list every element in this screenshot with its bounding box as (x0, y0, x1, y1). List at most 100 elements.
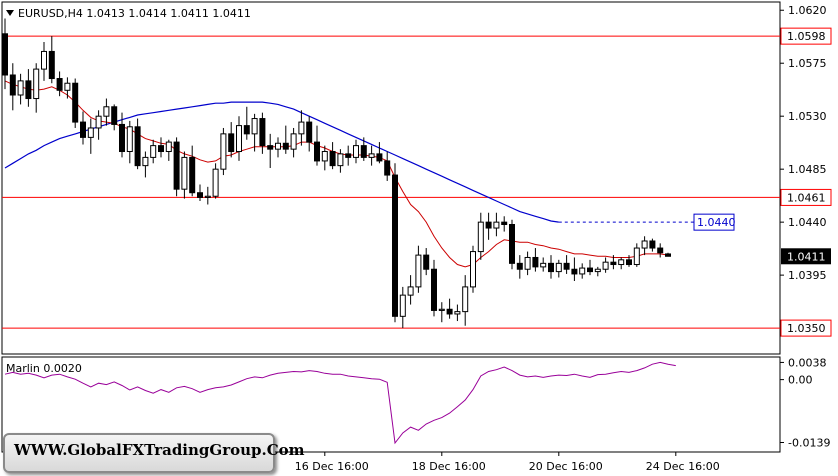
candle-bear (282, 142, 289, 150)
level-label-box (780, 319, 832, 337)
candle-bull (290, 133, 297, 150)
candle-bull (633, 247, 640, 266)
candle-bull (540, 262, 547, 268)
candle-bear (119, 123, 125, 153)
candle-bear (360, 145, 367, 158)
candle-bull (64, 82, 71, 91)
candle-bull (368, 153, 375, 158)
candle-bull (150, 145, 157, 158)
candle-bull (87, 127, 94, 138)
candle-bear (80, 121, 86, 138)
candle-bull (524, 256, 531, 270)
candle-bear (587, 267, 593, 273)
candle-bear (25, 80, 32, 100)
candle-bear (485, 221, 492, 229)
price-tick-label: 1.0485 (788, 163, 827, 176)
candle-bull (321, 151, 328, 162)
candle-bear (392, 174, 398, 317)
candle-bear (228, 133, 235, 153)
candle-bull (251, 118, 258, 135)
price-tick-label: 1.0620 (788, 4, 827, 17)
candle-bear (9, 74, 16, 96)
candle-bear (431, 268, 437, 311)
candle-bear (345, 153, 352, 158)
candle-bear (665, 253, 671, 257)
candle-bull (220, 133, 227, 170)
price-tick-label: 1.0395 (788, 269, 827, 282)
candle-bull (181, 156, 188, 190)
candles-group (2, 18, 671, 329)
candle-bear (314, 141, 320, 162)
candle-bear (72, 82, 79, 123)
candle-bear (56, 78, 63, 91)
candle-bull (462, 286, 469, 313)
candle-bull (126, 126, 133, 153)
candle-bear (376, 153, 383, 162)
candle-bull (602, 261, 609, 270)
candle-bull (142, 156, 149, 167)
watermark-logo (3, 433, 275, 473)
candle-bear (197, 192, 203, 198)
candle-bear (48, 50, 55, 80)
candle-bull (618, 259, 625, 266)
candle-bull (337, 153, 344, 167)
price-panel-frame (1, 1, 781, 355)
candle-bull (41, 50, 47, 70)
current-price-box (781, 248, 831, 265)
candle-bear (509, 224, 515, 264)
candle-bear (563, 262, 570, 270)
candle-bull (594, 268, 601, 273)
candle-bear (423, 254, 430, 270)
candle-bear (571, 268, 578, 275)
candle-bear (189, 156, 196, 194)
candle-bull (298, 121, 305, 135)
chart-menu-triangle-icon (6, 10, 14, 16)
candle-bear (2, 33, 8, 76)
candle-bear (446, 308, 453, 315)
time-tick-label: 20 Dec 16:00 (529, 460, 603, 473)
candle-bull (438, 308, 445, 311)
level-label: 1.0461 (787, 191, 826, 204)
level-label-box (780, 188, 832, 206)
marlin-oscillator-line (4, 361, 676, 445)
time-tick-label: 24 Dec 16:00 (646, 460, 720, 473)
candle-bull (165, 141, 172, 153)
candle-bull (493, 221, 500, 229)
candle-bear (243, 125, 250, 135)
candle-bull (555, 262, 562, 273)
candle-bull (95, 115, 102, 129)
candle-bull (641, 240, 648, 249)
candle-bull (579, 267, 586, 275)
level-label: 1.0350 (787, 322, 826, 335)
osc-tick-label: 0.00 (788, 374, 813, 387)
price-tick-label: 1.0440 (788, 216, 827, 229)
candle-bull (17, 80, 24, 96)
candle-bull (415, 254, 422, 288)
candle-bear (657, 247, 664, 254)
candle-bull (470, 251, 476, 288)
candle-bear (173, 141, 180, 190)
price-tick-label: 1.0575 (788, 57, 827, 70)
candle-bear (516, 262, 523, 270)
candle-bear (384, 160, 391, 176)
candle-bull (204, 195, 211, 198)
candle-bull (477, 221, 484, 253)
candle-bear (501, 221, 508, 226)
chart-title: EURUSD,H4 1.0413 1.0414 1.0411 1.0411 (18, 7, 251, 20)
candle-bull (275, 142, 281, 150)
candle-bear (532, 256, 539, 268)
candle-bear (259, 118, 266, 147)
blue-ma-label: 1.0440 (697, 216, 736, 229)
candle-bull (212, 168, 219, 197)
watermark-text: WWW.GlobalFXTradingGroup.Com (14, 441, 305, 459)
candle-bear (267, 145, 274, 150)
osc-tick-label: 0.0038 (788, 356, 827, 369)
level-label: 1.0598 (787, 30, 826, 43)
candle-bear (111, 106, 118, 125)
level-label-box (780, 27, 832, 45)
candle-bull (236, 125, 242, 153)
current-price-label: 1.0411 (787, 250, 826, 263)
candle-bear (626, 259, 632, 266)
candle-bear (158, 145, 164, 153)
